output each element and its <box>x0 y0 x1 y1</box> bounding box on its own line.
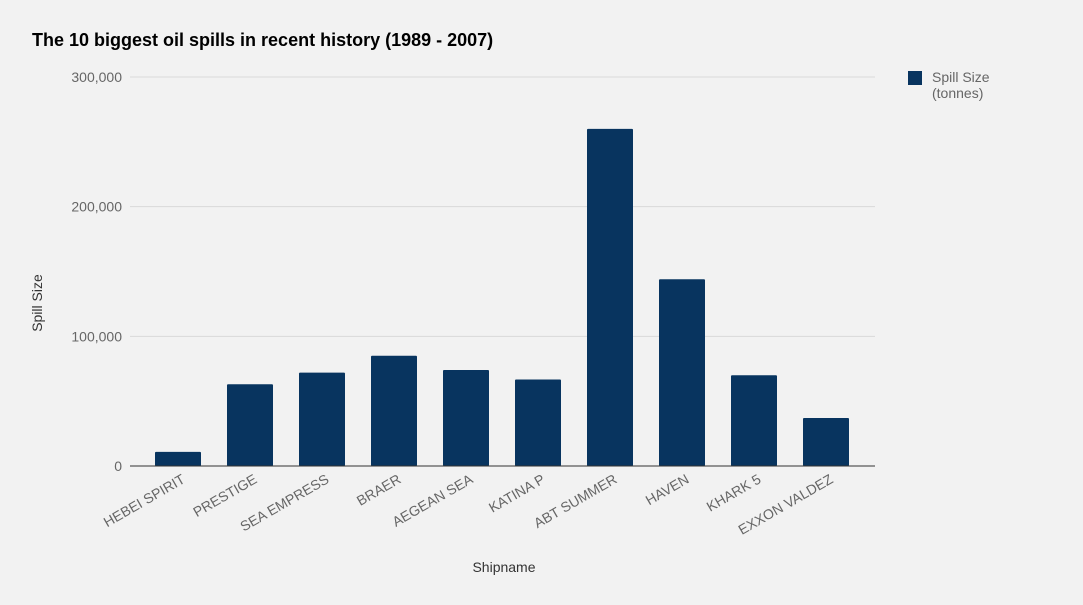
x-tick-label: BRAER <box>354 471 404 509</box>
legend-label-line1: Spill Size <box>932 69 990 85</box>
bar[interactable] <box>659 279 705 466</box>
bar[interactable] <box>371 355 417 466</box>
x-tick-label: AEGEAN SEA <box>389 470 476 529</box>
bar[interactable] <box>803 418 849 466</box>
y-tick-label: 200,000 <box>71 199 122 215</box>
x-tick-label: KATINA P <box>486 471 548 516</box>
y-tick-label: 100,000 <box>71 328 122 344</box>
bar[interactable] <box>227 384 273 466</box>
y-tick-label: 0 <box>114 458 122 474</box>
y-axis-label: Spill Size <box>29 274 45 332</box>
y-tick-label: 300,000 <box>71 69 122 85</box>
bar[interactable] <box>155 451 201 466</box>
chart-title: The 10 biggest oil spills in recent hist… <box>32 30 493 50</box>
x-tick-label: HEBEI SPIRIT <box>101 471 188 531</box>
bar[interactable] <box>299 372 345 466</box>
legend-swatch <box>908 71 922 85</box>
bar[interactable] <box>731 375 777 466</box>
x-tick-label: HAVEN <box>643 471 692 508</box>
bar[interactable] <box>443 370 489 466</box>
bar[interactable] <box>587 128 633 466</box>
bar[interactable] <box>515 379 561 466</box>
x-axis-label: Shipname <box>472 559 535 575</box>
legend-label-line2: (tonnes) <box>932 85 983 101</box>
x-tick-label: KHARK 5 <box>704 471 764 515</box>
